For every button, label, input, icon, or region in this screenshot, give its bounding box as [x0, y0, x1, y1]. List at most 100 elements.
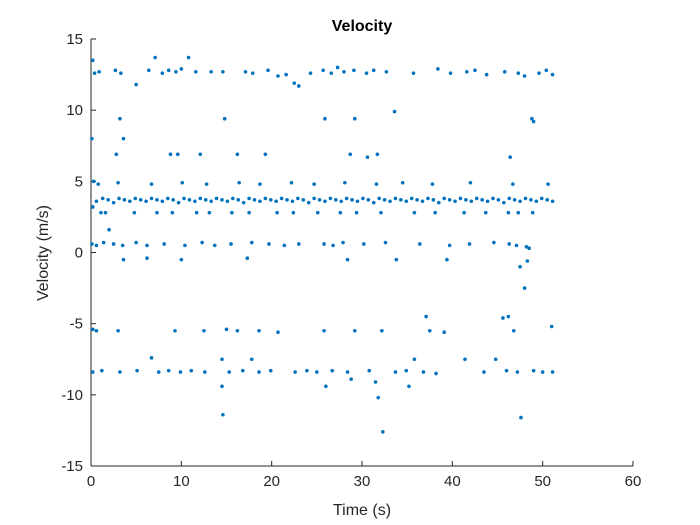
data-point — [375, 152, 380, 157]
data-point — [220, 384, 224, 389]
data-point — [96, 182, 101, 186]
data-point — [267, 242, 271, 246]
data-point — [113, 68, 118, 73]
data-point — [284, 72, 288, 77]
data-point — [322, 242, 326, 246]
data-point — [412, 357, 417, 362]
data-point — [235, 328, 240, 333]
data-point — [338, 210, 343, 215]
data-point — [493, 357, 498, 362]
data-point — [235, 152, 240, 157]
data-point — [379, 210, 383, 215]
data-point — [182, 196, 186, 201]
data-point — [149, 196, 154, 201]
data-point — [350, 198, 354, 202]
data-point — [411, 71, 416, 75]
data-point — [365, 155, 370, 159]
data-point — [404, 368, 409, 373]
data-point — [317, 198, 322, 202]
data-point — [508, 155, 512, 159]
data-point — [170, 210, 175, 215]
data-point — [99, 210, 103, 215]
data-point — [144, 199, 148, 204]
data-point — [331, 243, 335, 248]
data-point — [511, 328, 516, 333]
data-point — [458, 196, 463, 201]
data-point — [165, 196, 170, 201]
data-point — [275, 210, 279, 215]
data-point — [537, 71, 541, 75]
data-point — [90, 242, 94, 246]
data-point — [321, 68, 325, 73]
data-point — [546, 182, 550, 186]
data-point — [203, 198, 208, 202]
data-point — [361, 196, 365, 201]
data-point — [393, 370, 398, 374]
data-point — [291, 210, 296, 215]
data-point — [194, 210, 199, 215]
data-point — [434, 371, 438, 376]
data-point — [380, 328, 384, 333]
data-point — [492, 240, 496, 245]
x-tick-label: 60 — [625, 473, 642, 490]
data-point — [518, 199, 522, 204]
data-point — [178, 370, 183, 374]
data-point — [227, 370, 232, 374]
data-point — [274, 199, 278, 204]
data-point — [388, 199, 392, 204]
data-point — [175, 152, 180, 157]
data-point — [209, 199, 213, 204]
data-point — [200, 240, 204, 245]
data-point — [421, 370, 426, 374]
data-point — [524, 245, 529, 249]
data-point — [220, 357, 224, 362]
data-point — [544, 68, 549, 73]
data-point — [204, 182, 209, 186]
data-point — [367, 368, 372, 373]
data-point — [409, 196, 414, 201]
data-point — [549, 324, 554, 329]
data-point — [134, 82, 138, 87]
data-point — [166, 368, 171, 373]
data-point — [301, 198, 306, 202]
data-point — [92, 71, 97, 75]
data-point — [116, 180, 120, 185]
data-point — [245, 256, 250, 260]
data-point — [377, 196, 381, 201]
data-point — [364, 71, 369, 75]
data-point — [249, 240, 254, 245]
data-point — [523, 196, 528, 201]
data-point — [506, 314, 511, 319]
data-point — [342, 69, 346, 74]
data-point — [263, 196, 268, 201]
chart-title: Velocity — [332, 18, 393, 35]
data-point — [531, 119, 536, 124]
data-point — [257, 370, 261, 374]
data-point — [279, 196, 284, 201]
data-point — [135, 368, 139, 373]
y-tick-label: 5 — [75, 173, 83, 190]
data-point — [550, 72, 555, 77]
data-point — [382, 198, 387, 202]
data-point — [515, 370, 520, 374]
data-point — [514, 243, 519, 248]
data-point — [257, 328, 261, 333]
y-tick-label: -5 — [70, 316, 83, 333]
data-point — [231, 196, 235, 201]
data-point — [306, 200, 311, 205]
data-point — [442, 330, 447, 335]
data-point — [518, 264, 522, 269]
data-point — [180, 180, 185, 185]
data-point — [352, 68, 356, 73]
x-tick-label: 40 — [444, 473, 461, 490]
data-point — [480, 198, 484, 202]
data-point — [354, 210, 359, 215]
data-point — [117, 196, 121, 201]
data-point — [507, 196, 512, 201]
data-point — [525, 259, 530, 263]
data-point — [468, 180, 473, 185]
data-point — [469, 199, 474, 204]
data-point — [407, 384, 411, 389]
data-point — [394, 257, 399, 262]
data-point — [341, 240, 345, 245]
